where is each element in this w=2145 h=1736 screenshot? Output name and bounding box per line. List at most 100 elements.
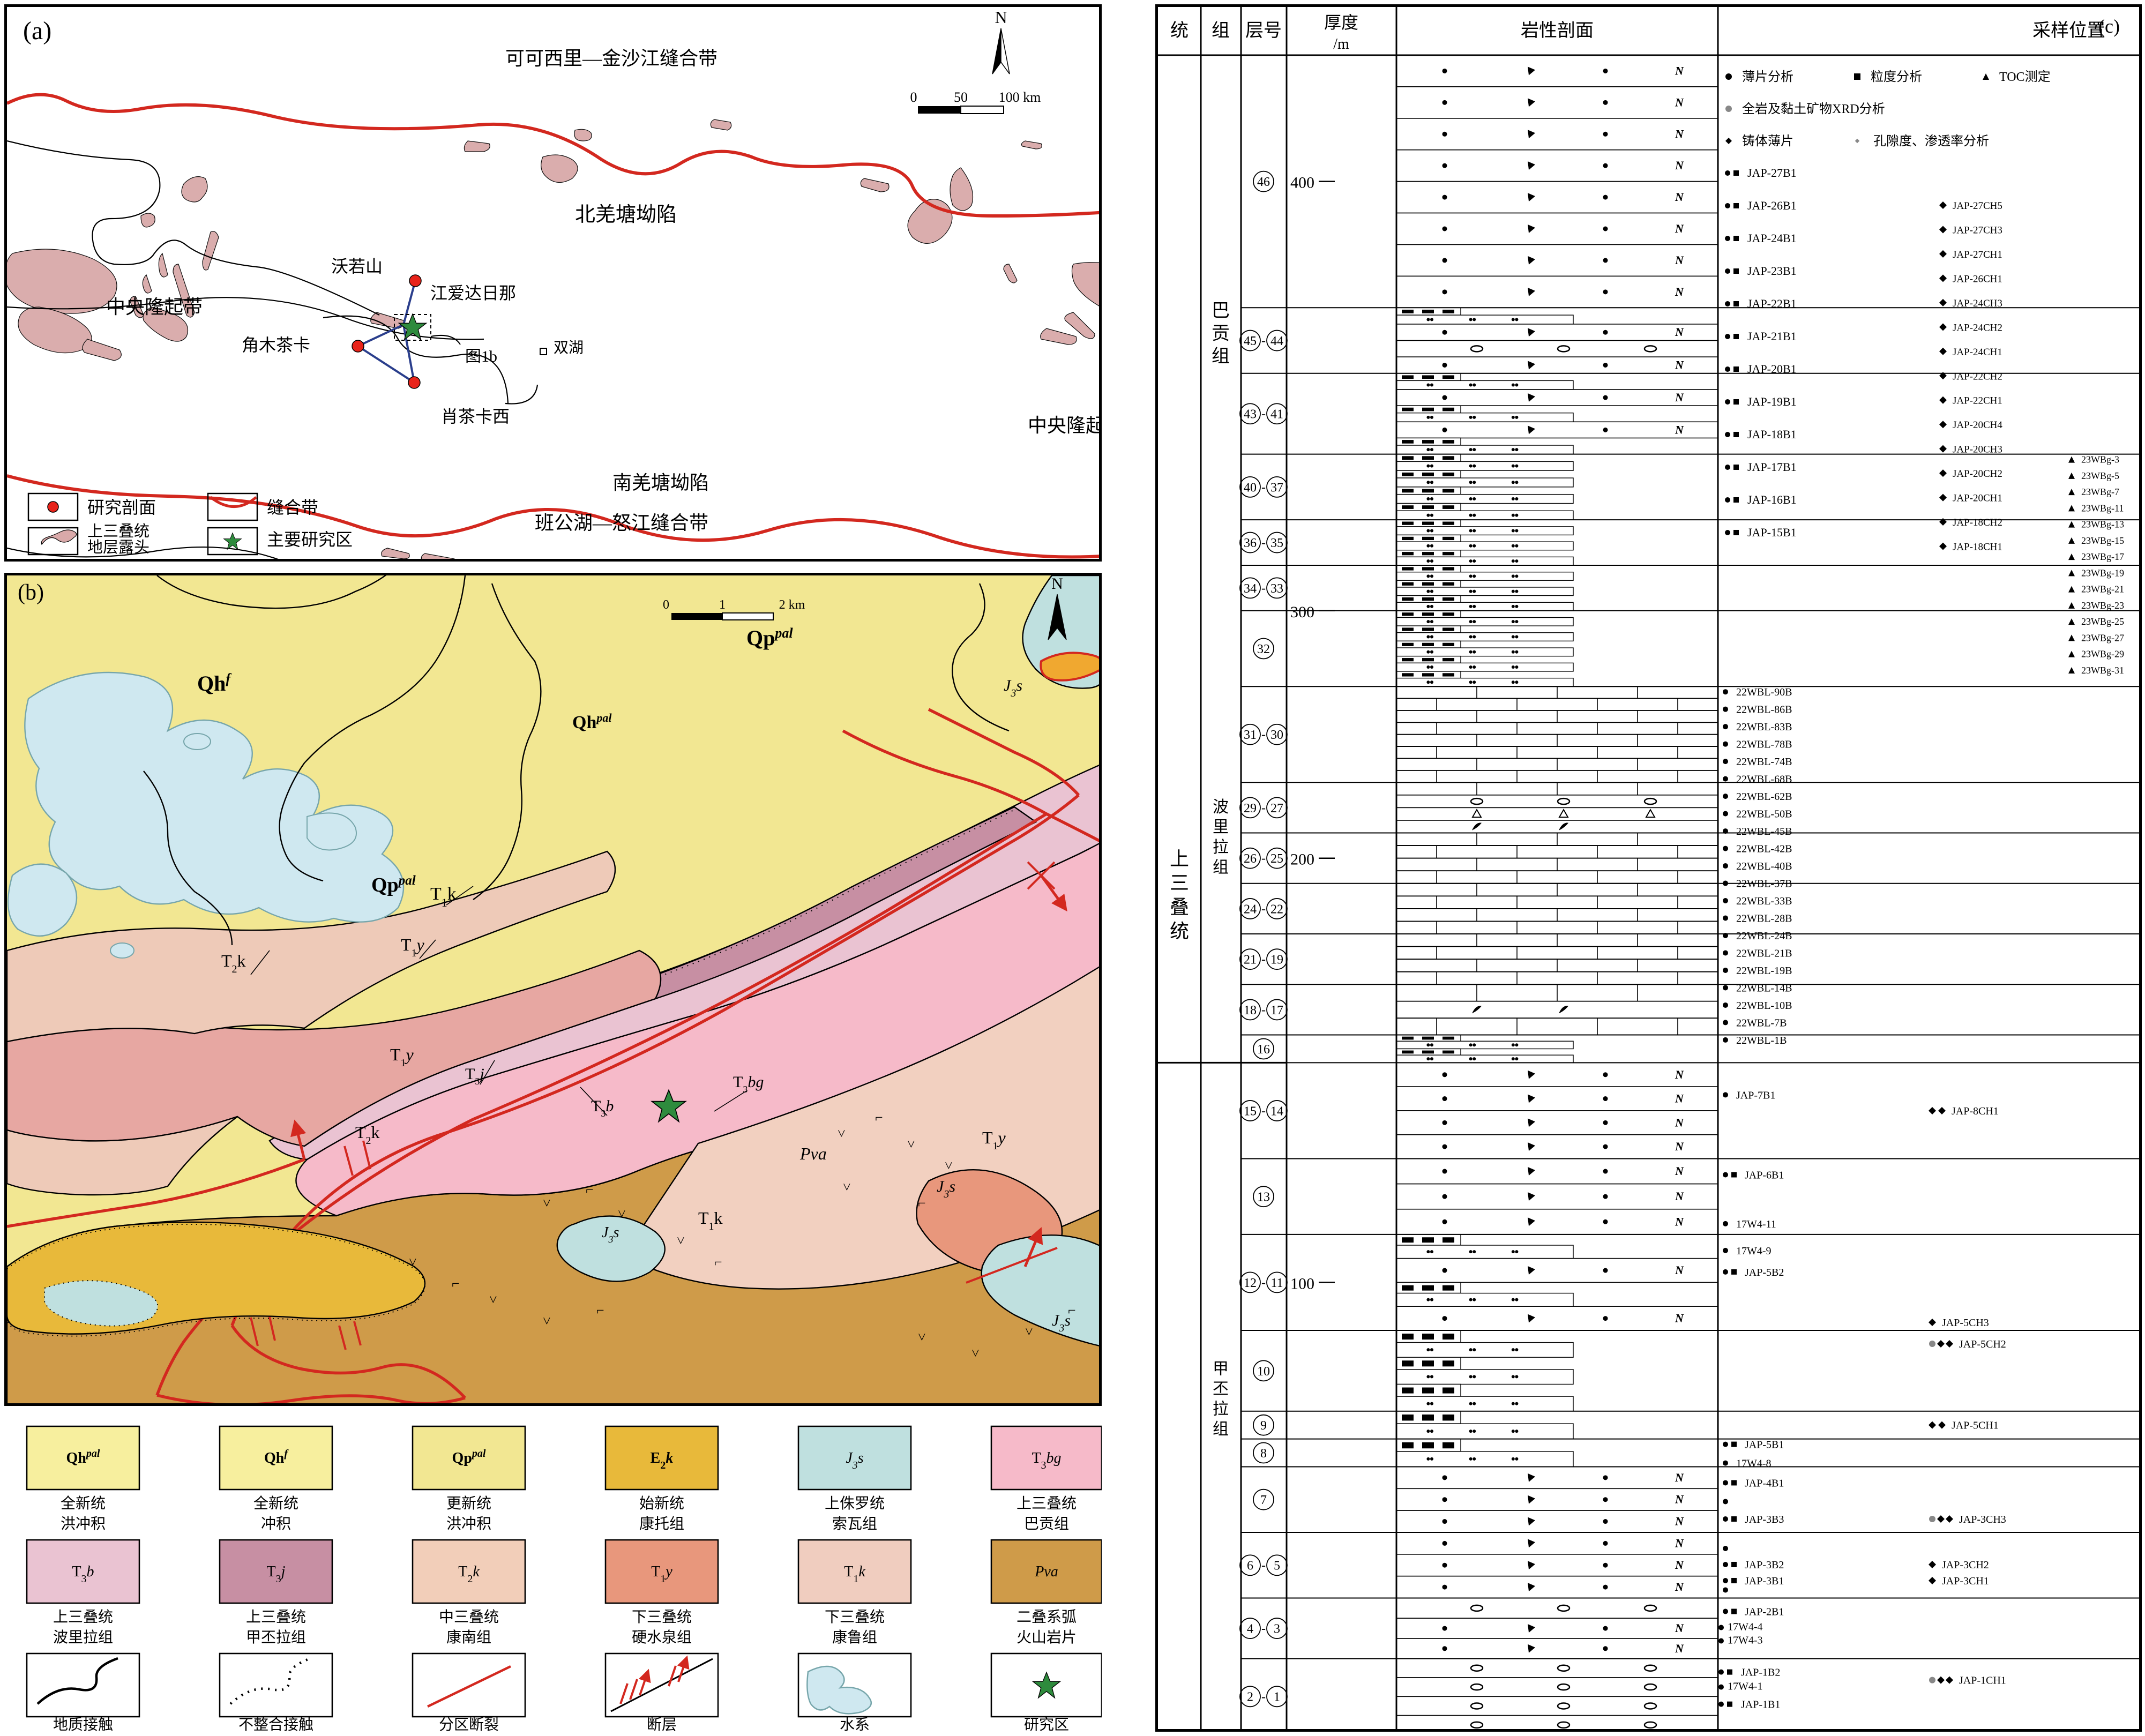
svg-text:˅: ˅	[843, 1179, 851, 1195]
svg-text:组: 组	[1213, 858, 1229, 876]
svg-text:N: N	[1675, 1536, 1684, 1550]
svg-text:35: 35	[1270, 536, 1283, 550]
svg-text:⌐: ⌐	[1068, 1303, 1076, 1318]
svg-text:-: -	[1261, 801, 1266, 815]
svg-text:100: 100	[1290, 1275, 1314, 1292]
svg-text:N: N	[1675, 1312, 1684, 1325]
svg-text:100 km: 100 km	[999, 89, 1041, 105]
svg-text:上三叠统: 上三叠统	[246, 1608, 306, 1626]
svg-text:0: 0	[910, 89, 917, 105]
svg-text:⌐: ⌐	[875, 1110, 883, 1125]
svg-text:22WBL-42B: 22WBL-42B	[1736, 843, 1792, 855]
svg-text:全新统: 全新统	[61, 1495, 106, 1512]
svg-text:N: N	[1675, 358, 1684, 371]
svg-text:22WBL-28B: 22WBL-28B	[1736, 913, 1792, 925]
svg-text:主要研究区: 主要研究区	[267, 530, 353, 549]
svg-text:N: N	[1675, 127, 1684, 140]
svg-text:50: 50	[954, 89, 968, 105]
svg-text:N: N	[1675, 1642, 1684, 1655]
svg-text:JAP-27CH1: JAP-27CH1	[1953, 249, 2002, 260]
svg-text:洪冲积: 洪冲积	[446, 1515, 491, 1532]
svg-text:班公湖—怒江缝合带: 班公湖—怒江缝合带	[535, 512, 708, 534]
svg-text:22WBL-62B: 22WBL-62B	[1736, 791, 1792, 803]
svg-text:(b): (b)	[18, 580, 44, 605]
svg-text:N: N	[1675, 222, 1684, 235]
svg-text:N: N	[1675, 64, 1684, 77]
svg-text:JAP-1B2: JAP-1B2	[1741, 1667, 1780, 1679]
svg-text:34: 34	[1244, 582, 1257, 596]
svg-text:组: 组	[1212, 346, 1230, 366]
svg-text:组: 组	[1213, 1420, 1229, 1438]
svg-text:JAP-20CH3: JAP-20CH3	[1953, 444, 2002, 455]
svg-text:43: 43	[1244, 408, 1257, 422]
svg-text:中央隆起带: 中央隆起带	[106, 296, 203, 318]
svg-text:4: 4	[1247, 1622, 1253, 1636]
svg-text:22WBL-78B: 22WBL-78B	[1736, 739, 1792, 751]
svg-text:23WBg-15: 23WBg-15	[2081, 535, 2124, 546]
svg-text:12: 12	[1244, 1276, 1257, 1290]
svg-text:不整合接触: 不整合接触	[238, 1716, 313, 1732]
svg-text:康托组: 康托组	[639, 1515, 684, 1532]
svg-text:22WBL-21B: 22WBL-21B	[1736, 947, 1792, 959]
svg-text:7: 7	[1260, 1493, 1267, 1507]
svg-text:JAP-23B1: JAP-23B1	[1747, 264, 1797, 278]
svg-text:JAP-22CH2: JAP-22CH2	[1953, 371, 2002, 382]
svg-text:-: -	[1261, 1104, 1266, 1118]
svg-text:17W4-1: 17W4-1	[1728, 1681, 1763, 1693]
svg-text:˅: ˅	[1025, 1324, 1033, 1340]
svg-text:JAP-3B2: JAP-3B2	[1745, 1559, 1784, 1571]
svg-text:JAP-20B1: JAP-20B1	[1747, 362, 1797, 376]
svg-text:-: -	[1261, 1276, 1266, 1290]
svg-text:23WBg-3: 23WBg-3	[2081, 454, 2119, 465]
svg-text:30: 30	[1270, 728, 1283, 742]
svg-text:23WBg-19: 23WBg-19	[2081, 567, 2124, 578]
svg-text:N: N	[1675, 95, 1684, 109]
svg-text:拉: 拉	[1213, 839, 1229, 856]
svg-text:17W4-3: 17W4-3	[1728, 1635, 1763, 1647]
svg-text:40: 40	[1244, 481, 1257, 495]
svg-text:-: -	[1261, 1622, 1266, 1636]
svg-text:JAP-20CH2: JAP-20CH2	[1953, 468, 2002, 480]
svg-text:23WBg-29: 23WBg-29	[2081, 649, 2124, 660]
svg-text:JAP-22B1: JAP-22B1	[1747, 297, 1797, 310]
svg-text:27: 27	[1270, 802, 1283, 815]
svg-text:N: N	[1675, 1493, 1684, 1506]
svg-text:图1b: 图1b	[465, 348, 497, 365]
svg-text:JAP-24B1: JAP-24B1	[1747, 231, 1797, 245]
svg-text:N: N	[1675, 1092, 1684, 1105]
svg-text:全新统: 全新统	[253, 1495, 298, 1512]
svg-text:16: 16	[1257, 1043, 1270, 1057]
svg-text:JAP-5B2: JAP-5B2	[1745, 1267, 1784, 1278]
svg-text:拉: 拉	[1213, 1400, 1229, 1418]
svg-text:二叠系弧: 二叠系弧	[1017, 1608, 1077, 1626]
svg-text:22WBL-83B: 22WBL-83B	[1736, 721, 1792, 733]
svg-text:康鲁组: 康鲁组	[832, 1629, 877, 1646]
svg-text:JAP-4B1: JAP-4B1	[1745, 1477, 1784, 1489]
svg-text:巴贡组: 巴贡组	[1024, 1515, 1069, 1532]
svg-text:可可西里—金沙江缝合带: 可可西里—金沙江缝合带	[505, 48, 718, 69]
svg-text:JAP-5B1: JAP-5B1	[1745, 1439, 1784, 1451]
svg-text:N: N	[1675, 253, 1684, 267]
svg-text:22WBL-10B: 22WBL-10B	[1736, 1000, 1792, 1012]
svg-text:1: 1	[719, 598, 726, 612]
svg-text:索瓦组: 索瓦组	[832, 1515, 877, 1532]
svg-text:-: -	[1261, 1003, 1266, 1017]
svg-text:-: -	[1261, 334, 1266, 348]
svg-text:2: 2	[1247, 1690, 1253, 1704]
svg-text:17: 17	[1270, 1004, 1283, 1017]
svg-text:14: 14	[1270, 1104, 1283, 1118]
svg-text:N: N	[1675, 190, 1684, 204]
svg-text:Pva: Pva	[1034, 1563, 1058, 1580]
svg-text:3: 3	[1274, 1622, 1280, 1636]
svg-text:23WBg-5: 23WBg-5	[2081, 470, 2119, 481]
svg-text:29: 29	[1244, 802, 1257, 815]
svg-text:45: 45	[1244, 334, 1257, 348]
svg-text:铸体薄片: 铸体薄片	[1742, 134, 1793, 148]
svg-text:N: N	[1675, 159, 1684, 172]
svg-text:18: 18	[1244, 1004, 1257, 1017]
svg-text:300: 300	[1290, 603, 1314, 621]
svg-text:JAP-2B1: JAP-2B1	[1745, 1606, 1784, 1618]
svg-text:N: N	[1675, 1215, 1684, 1228]
svg-text:˅: ˅	[838, 1126, 846, 1141]
svg-text:巴: 巴	[1212, 301, 1230, 321]
